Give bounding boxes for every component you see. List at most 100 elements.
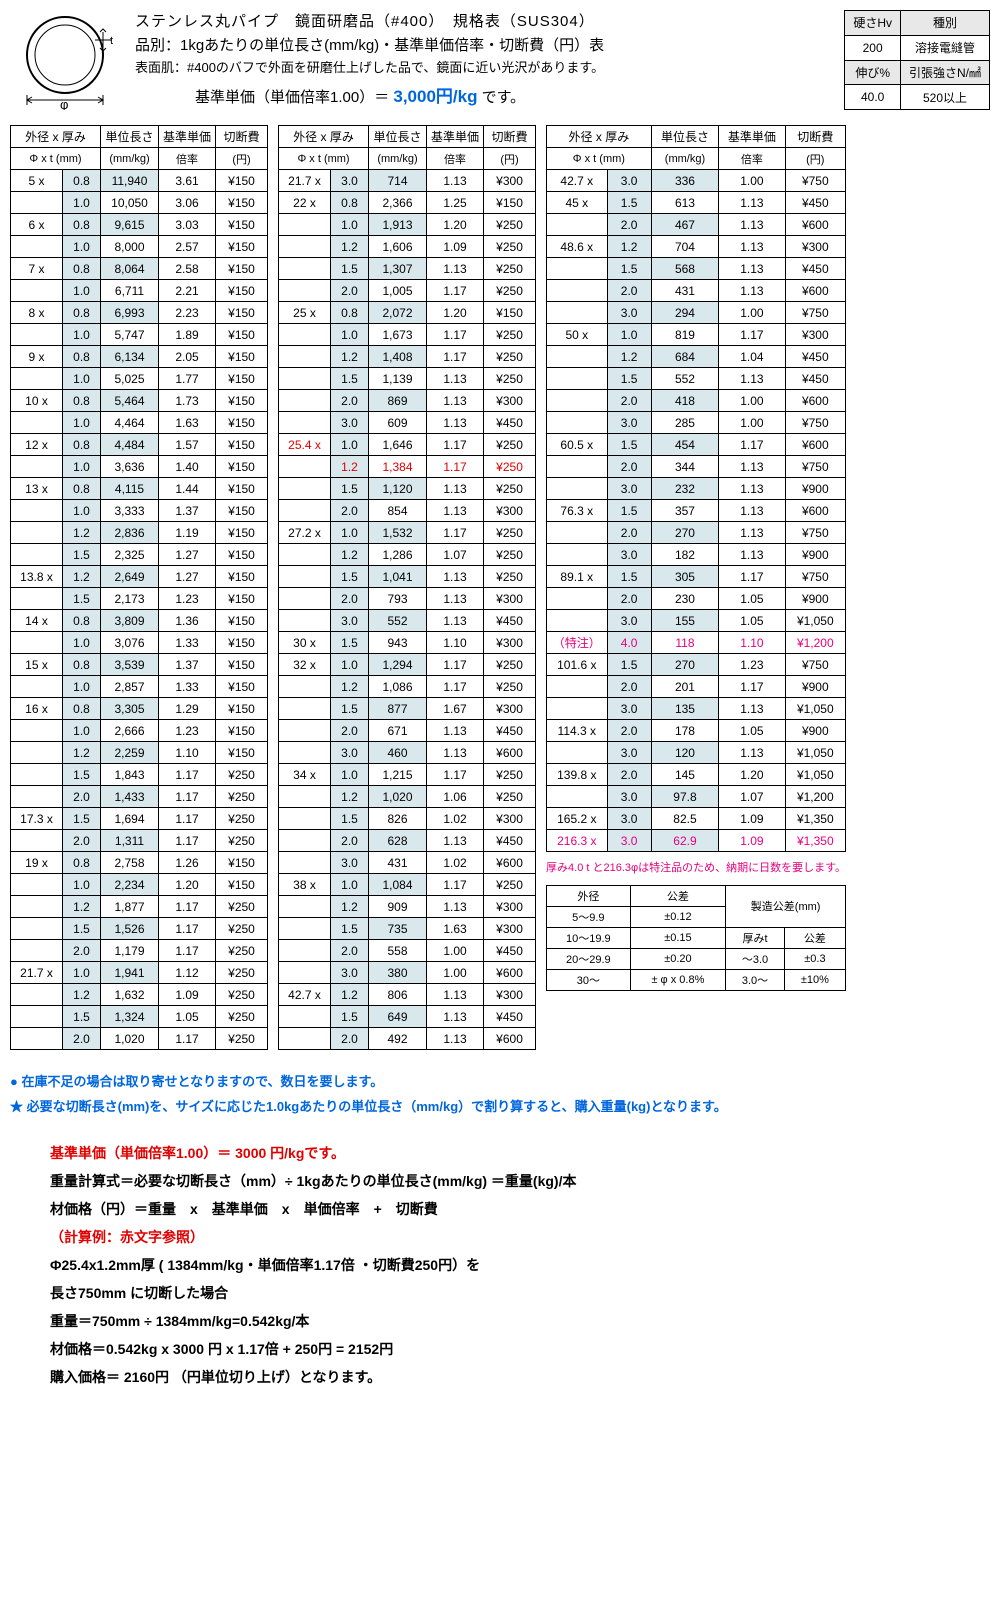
table-row: 1.57351.63¥300 [279,918,536,940]
calculation-example: 基準単価（単価倍率1.00）＝ 3000 円/kgです。 重量計算式＝必要な切断… [10,1139,990,1391]
material-spec-table: 硬さHv種別 200溶接電縫管 伸び%引張強さN/㎟ 40.0520以上 [844,10,990,110]
surface-desc: 表面肌：#400のバフで外面を研磨仕上げした品で、鏡面に近い光沢があります。 [135,58,604,79]
table-row: 3.02851.00¥750 [547,412,846,434]
table-row: 19 x0.82,7581.26¥150 [11,852,268,874]
table-row: 2.08541.13¥300 [279,500,536,522]
table-row: 3.01551.05¥1,050 [547,610,846,632]
table-row: 1.55521.13¥450 [547,368,846,390]
spec-table-3: 外径 x 厚み単位長さ基準単価切断費Φ x t (mm)(mm/kg)倍率(円)… [546,125,846,852]
table-row: 34 x1.01,2151.17¥250 [279,764,536,786]
table-row: 1.21,0861.17¥250 [279,676,536,698]
table-row: 2.01,3111.17¥250 [11,830,268,852]
table-row: 1.21,0201.06¥250 [279,786,536,808]
table-row: 1.03,3331.37¥150 [11,500,268,522]
table-row: 1.03,0761.33¥150 [11,632,268,654]
table-row: 2.04181.00¥600 [547,390,846,412]
table-row: 2.03441.13¥750 [547,456,846,478]
table-row: 2.06281.13¥450 [279,830,536,852]
table-row: 2.01,0051.17¥250 [279,280,536,302]
table-row: 2.05581.00¥450 [279,940,536,962]
table-row: 3.04601.13¥600 [279,742,536,764]
table-row: 1.51,3071.13¥250 [279,258,536,280]
table-row: 14 x0.83,8091.36¥150 [11,610,268,632]
table-row: 1.01,6731.17¥250 [279,324,536,346]
table-row: 3.01201.13¥1,050 [547,742,846,764]
table-row: 1.58771.67¥300 [279,698,536,720]
table-row: 3.097.81.07¥1,200 [547,786,846,808]
table-row: 3.04311.02¥600 [279,852,536,874]
table-row: 1.51,1201.13¥250 [279,478,536,500]
table-row: 1.58261.02¥300 [279,808,536,830]
tolerance-table: 外径公差製造公差(mm) 5～9.9±0.12 10～19.9±0.15厚みt公… [546,885,846,991]
table-row: 1.51,5261.17¥250 [11,918,268,940]
table-row: 8 x0.86,9932.23¥150 [11,302,268,324]
table-row: 3.05521.13¥450 [279,610,536,632]
table-row: 3.02321.13¥900 [547,478,846,500]
table-row: 1.08,0002.57¥150 [11,236,268,258]
table-row: 2.01,4331.17¥250 [11,786,268,808]
table-row: 1.03,6361.40¥150 [11,456,268,478]
table-row: 1.52,1731.23¥150 [11,588,268,610]
header: t φ ステンレス丸パイプ 鏡面研磨品（#400） 規格表（SUS304） 品別… [10,10,990,110]
table-row: 25.4 x1.01,6461.17¥250 [279,434,536,456]
table-row: 13 x0.84,1151.44¥150 [11,478,268,500]
table-row: 2.01,0201.17¥250 [11,1028,268,1050]
table-row: 2.04671.13¥600 [547,214,846,236]
table-row: 25 x0.82,0721.20¥150 [279,302,536,324]
table-row: 1.52,3251.27¥150 [11,544,268,566]
table-row: 101.6 x1.52701.23¥750 [547,654,846,676]
table-row: 1.21,4081.17¥250 [279,346,536,368]
table-row: 10 x0.85,4641.73¥150 [11,390,268,412]
table-row: 1.21,6061.09¥250 [279,236,536,258]
table-row: 45 x1.56131.13¥450 [547,192,846,214]
table-row: 165.2 x3.082.51.09¥1,350 [547,808,846,830]
table-row: 32 x1.01,2941.17¥250 [279,654,536,676]
table-row: 2.08691.13¥300 [279,390,536,412]
table-row: 48.6 x1.27041.13¥300 [547,236,846,258]
table-row: 60.5 x1.54541.17¥600 [547,434,846,456]
pipe-cross-section-icon: t φ [10,10,120,110]
table-row: 6 x0.89,6153.03¥150 [11,214,268,236]
table-row: 15 x0.83,5391.37¥150 [11,654,268,676]
table-row: （特注）4.01181.10¥1,200 [547,632,846,654]
table-row: 3.02941.00¥750 [547,302,846,324]
table-row: 1.02,6661.23¥150 [11,720,268,742]
table-row: 3.01351.13¥1,050 [547,698,846,720]
table-row: 22 x0.82,3661.25¥150 [279,192,536,214]
table-row: 1.02,8571.33¥150 [11,676,268,698]
table-row: 2.02011.17¥900 [547,676,846,698]
table-row: 1.02,2341.20¥150 [11,874,268,896]
table-row: 38 x1.01,0841.17¥250 [279,874,536,896]
table-row: 1.21,6321.09¥250 [11,984,268,1006]
table-row: 1.22,8361.19¥150 [11,522,268,544]
table-row: 1.51,0411.13¥250 [279,566,536,588]
table-row: 89.1 x1.53051.17¥750 [547,566,846,588]
table-row: 2.02301.05¥900 [547,588,846,610]
table-row: 21.7 x1.01,9411.12¥250 [11,962,268,984]
table-row: 42.7 x1.28061.13¥300 [279,984,536,1006]
table-row: 1.51,8431.17¥250 [11,764,268,786]
table-row: 1.05,7471.89¥150 [11,324,268,346]
table-row: 30 x1.59431.10¥300 [279,632,536,654]
table-row: 2.07931.13¥300 [279,588,536,610]
table-row: 27.2 x1.01,5321.17¥250 [279,522,536,544]
table-row: 1.21,8771.17¥250 [11,896,268,918]
table-row: 1.22,2591.10¥150 [11,742,268,764]
table-row: 42.7 x3.03361.00¥750 [547,170,846,192]
table-row: 1.010,0503.06¥150 [11,192,268,214]
data-tables-row: 外径 x 厚み単位長さ基準単価切断費Φ x t (mm)(mm/kg)倍率(円)… [10,125,990,1050]
table-row: 3.06091.13¥450 [279,412,536,434]
table-row: 1.55681.13¥450 [547,258,846,280]
table-row: 1.21,2861.07¥250 [279,544,536,566]
table-row: 2.01,1791.17¥250 [11,940,268,962]
table-row: 13.8 x1.22,6491.27¥150 [11,566,268,588]
table-row: 139.8 x2.01451.20¥1,050 [547,764,846,786]
table-row: 1.01,9131.20¥250 [279,214,536,236]
table-row: 1.06,7112.21¥150 [11,280,268,302]
spec-table-1: 外径 x 厚み単位長さ基準単価切断費Φ x t (mm)(mm/kg)倍率(円)… [10,125,268,1050]
table-row: 9 x0.86,1342.05¥150 [11,346,268,368]
table-row: 1.26841.04¥450 [547,346,846,368]
page-title: ステンレス丸パイプ 鏡面研磨品（#400） 規格表（SUS304） [135,10,604,34]
table-row: 216.3 x3.062.91.09¥1,350 [547,830,846,852]
table-row: 1.56491.13¥450 [279,1006,536,1028]
